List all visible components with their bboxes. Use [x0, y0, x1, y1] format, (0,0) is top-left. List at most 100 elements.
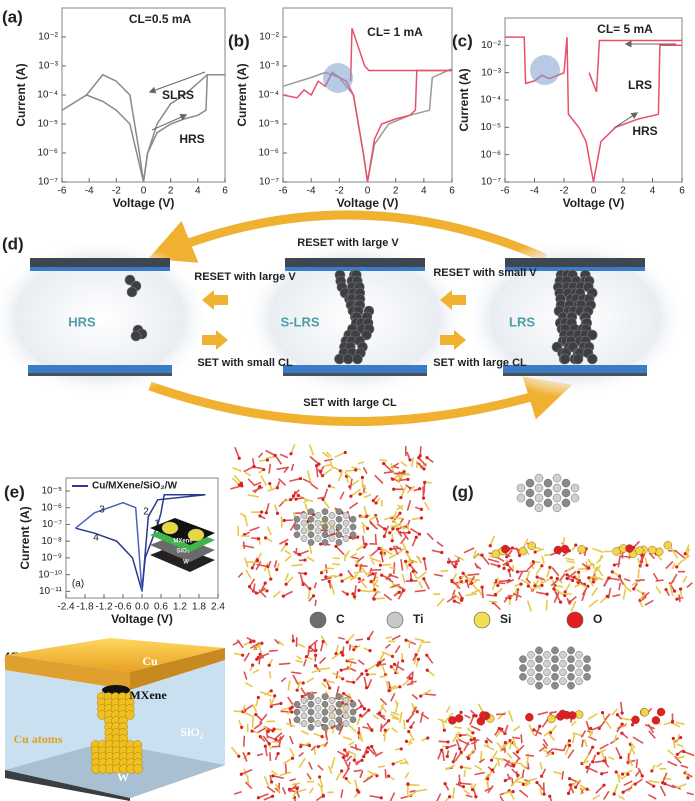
- x-tick-label: 2.4: [211, 602, 225, 613]
- o-atom: [533, 584, 537, 588]
- bond: [613, 783, 619, 795]
- bond: [335, 770, 343, 781]
- bond: [566, 560, 576, 564]
- bond: [244, 704, 254, 712]
- bond: [317, 496, 326, 500]
- x-tick-label: 6: [222, 186, 228, 197]
- bond: [346, 658, 355, 661]
- x-tick-label: 1.8: [192, 602, 206, 613]
- bond: [306, 470, 312, 483]
- top-electrode: [505, 258, 645, 267]
- o-atom: [458, 733, 462, 737]
- bond: [517, 571, 524, 580]
- bond: [398, 585, 406, 591]
- w-substrate: [5, 770, 130, 801]
- o-atom: [327, 484, 331, 488]
- bond: [417, 643, 422, 654]
- o-atom: [440, 748, 444, 752]
- bond: [404, 771, 410, 779]
- bond: [420, 713, 430, 720]
- bond: [304, 498, 314, 502]
- bond: [274, 638, 280, 645]
- o-atom: [459, 765, 463, 769]
- inset-label: W: [183, 560, 189, 566]
- o-atom: [507, 568, 511, 572]
- cluster-atom: [561, 478, 571, 488]
- transition-arrow: [440, 290, 466, 310]
- cluster-atom: [559, 677, 567, 686]
- bond: [413, 655, 418, 665]
- bond: [513, 757, 521, 767]
- bond: [319, 656, 327, 664]
- bond: [686, 582, 693, 589]
- o-atom: [370, 744, 374, 749]
- bond: [505, 762, 513, 768]
- o-atom: [548, 565, 552, 569]
- data-line: [75, 527, 143, 592]
- bond: [675, 550, 686, 559]
- bond: [594, 760, 605, 764]
- bond: [595, 784, 605, 794]
- bond: [525, 577, 532, 584]
- o-atom: [269, 780, 274, 784]
- bond: [470, 590, 478, 594]
- bond: [318, 776, 324, 788]
- cluster-atom: [543, 651, 551, 659]
- bond: [278, 478, 287, 487]
- o-atom: [414, 535, 418, 539]
- bond: [632, 736, 644, 744]
- bond: [231, 477, 240, 486]
- bond: [370, 746, 378, 757]
- highlight: [530, 55, 560, 85]
- o-atom: [263, 581, 267, 585]
- bond: [346, 633, 355, 643]
- bond: [232, 467, 242, 472]
- o-atom: [416, 657, 421, 661]
- bond: [667, 760, 678, 767]
- bond: [243, 652, 251, 662]
- bond: [451, 589, 456, 599]
- bond: [559, 573, 566, 581]
- bond: [624, 585, 632, 593]
- bond: [281, 787, 287, 795]
- bond: [325, 451, 332, 458]
- atom-label: Si: [500, 612, 511, 626]
- bond: [397, 475, 401, 483]
- bond: [617, 774, 621, 783]
- x-tick-label: 0.6: [154, 602, 168, 613]
- o-atom: [535, 575, 539, 579]
- cluster-atom: [335, 539, 343, 546]
- cluster-atom: [321, 700, 329, 708]
- bond: [348, 662, 353, 671]
- bond: [683, 750, 695, 757]
- bond: [353, 769, 362, 773]
- o-atom: [620, 731, 624, 735]
- bond: [474, 764, 483, 771]
- bond: [308, 444, 315, 456]
- bond: [446, 743, 457, 749]
- surface-atom: [501, 544, 510, 554]
- o-atom: [406, 782, 410, 786]
- bond: [242, 735, 246, 747]
- cluster-atom: [342, 512, 350, 519]
- panel-label: (c): [452, 31, 473, 50]
- o-atom: [341, 691, 346, 696]
- atom-label: C: [336, 612, 345, 626]
- cluster-atom: [527, 668, 535, 677]
- bond: [367, 678, 373, 689]
- surface-atom: [577, 545, 586, 554]
- bond: [587, 712, 598, 720]
- bond: [258, 654, 261, 665]
- bond: [592, 794, 601, 800]
- cluster-atom: [543, 677, 551, 686]
- o-atom: [515, 750, 520, 754]
- o-atom: [610, 570, 614, 574]
- bond: [291, 671, 302, 675]
- o-atom: [591, 760, 595, 764]
- surface-atom: [560, 544, 570, 554]
- bond: [591, 725, 603, 731]
- cluster-atom: [335, 508, 343, 515]
- o-atom: [408, 458, 412, 462]
- bond: [583, 739, 588, 748]
- bond: [510, 778, 519, 787]
